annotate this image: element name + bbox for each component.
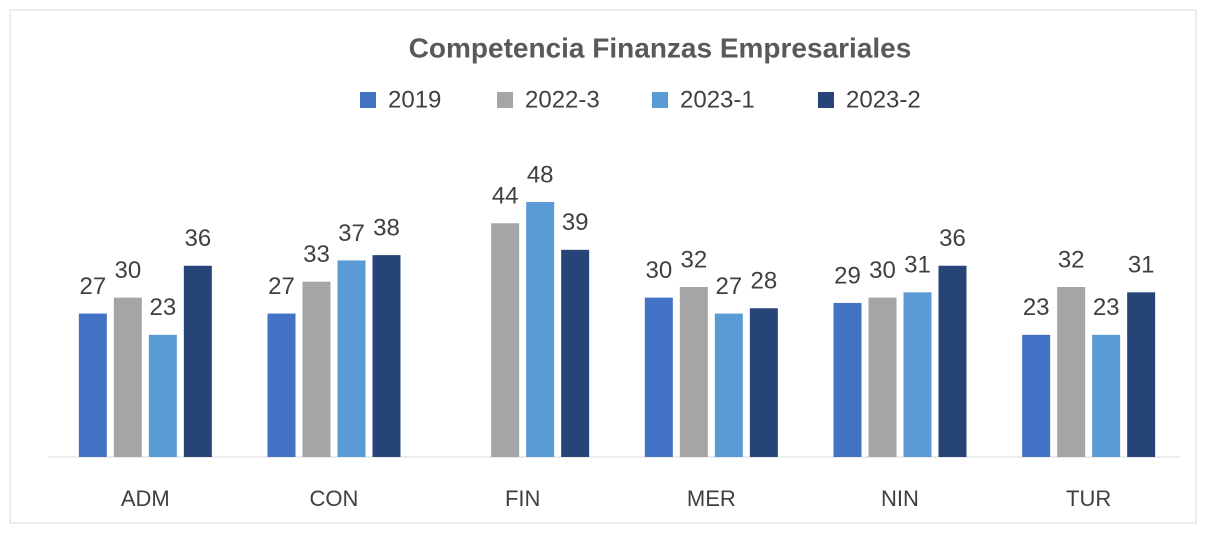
legend-label: 2023-1 <box>680 86 755 113</box>
bar <box>78 313 107 457</box>
bar <box>113 297 142 457</box>
data-label: 28 <box>750 268 777 295</box>
data-label: 48 <box>527 161 554 188</box>
data-label: 27 <box>715 273 742 300</box>
data-label: 30 <box>645 257 672 284</box>
bar <box>1057 287 1086 457</box>
bar <box>714 313 743 457</box>
bar <box>561 249 590 457</box>
data-label: 23 <box>149 294 176 321</box>
chart-title: Competencia Finanzas Empresariales <box>409 32 912 63</box>
data-label: 23 <box>1093 294 1120 321</box>
data-label: 32 <box>680 246 707 273</box>
bar <box>337 260 366 457</box>
x-tick-label: CON <box>310 486 359 511</box>
legend-swatch <box>818 92 834 108</box>
legend-swatch <box>497 92 513 108</box>
data-label: 33 <box>303 241 330 268</box>
bar <box>833 302 862 457</box>
data-label: 27 <box>268 273 295 300</box>
bar <box>903 292 932 457</box>
bar <box>526 202 555 457</box>
legend-label: 2019 <box>388 86 441 113</box>
bar <box>749 308 778 457</box>
data-label: 27 <box>79 273 106 300</box>
bar <box>267 313 296 457</box>
bar <box>938 265 967 457</box>
data-label: 23 <box>1023 294 1050 321</box>
bar <box>183 265 212 457</box>
data-label: 31 <box>904 252 931 279</box>
data-label: 37 <box>338 220 365 247</box>
data-label: 36 <box>939 225 966 252</box>
data-label: 29 <box>834 262 861 289</box>
bar <box>148 334 177 457</box>
bar <box>1127 292 1156 457</box>
legend-swatch <box>360 92 376 108</box>
data-label: 39 <box>562 209 589 236</box>
bar <box>491 223 520 457</box>
bar <box>372 255 401 457</box>
x-tick-label: TUR <box>1066 486 1111 511</box>
bar <box>868 297 897 457</box>
data-label: 30 <box>869 257 896 284</box>
x-tick-label: NIN <box>881 486 919 511</box>
data-label: 30 <box>114 257 141 284</box>
legend-label: 2023-2 <box>846 86 921 113</box>
data-label: 32 <box>1058 246 1085 273</box>
data-label: 36 <box>184 225 211 252</box>
data-label: 38 <box>373 214 400 241</box>
bar <box>679 287 708 457</box>
legend-swatch <box>652 92 668 108</box>
x-tick-label: ADM <box>121 486 170 511</box>
x-tick-label: FIN <box>505 486 540 511</box>
data-label: 44 <box>492 183 519 210</box>
legend-label: 2022-3 <box>525 86 600 113</box>
bar <box>1092 334 1121 457</box>
x-tick-label: MER <box>687 486 736 511</box>
data-label: 31 <box>1128 252 1155 279</box>
bar <box>1022 334 1051 457</box>
bar <box>644 297 673 457</box>
bar <box>302 281 331 457</box>
